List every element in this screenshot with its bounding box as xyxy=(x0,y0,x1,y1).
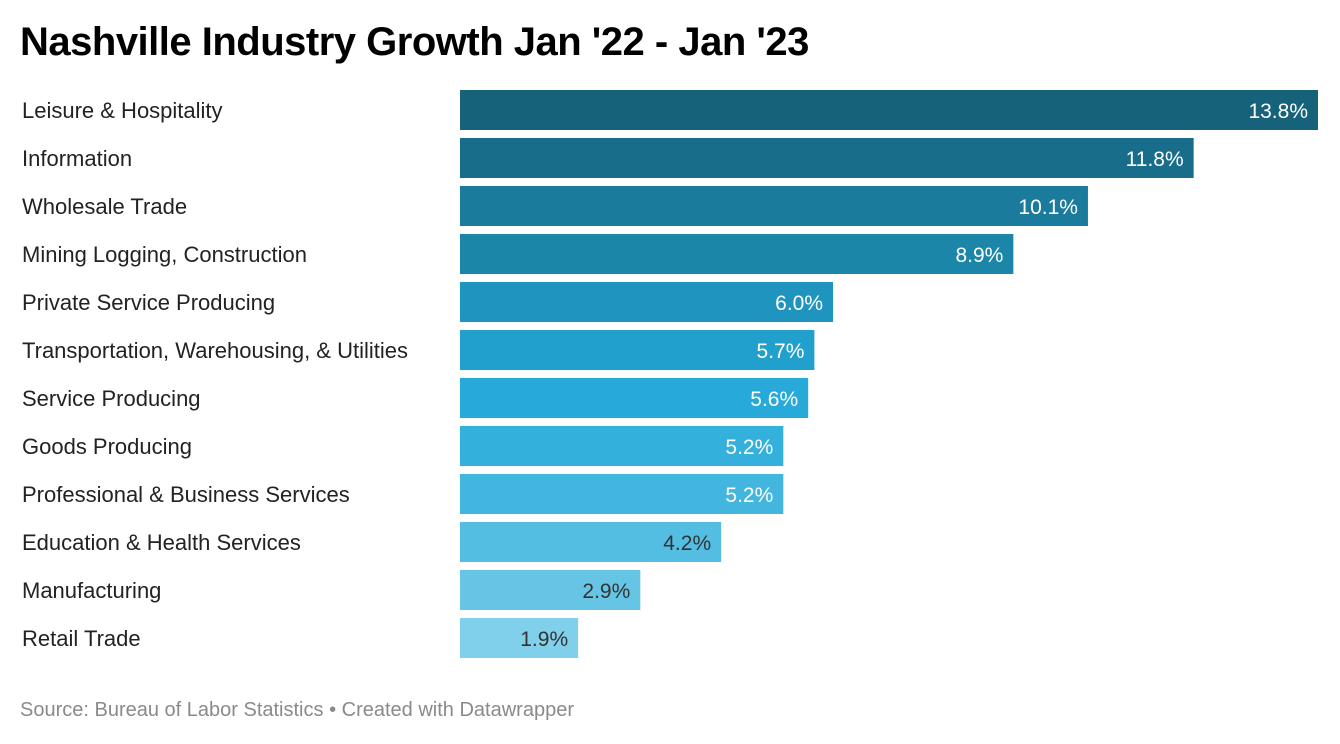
bar-row: Education & Health Services 4.2% xyxy=(22,522,722,562)
chart-footer: Source: Bureau of Labor Statistics • Cre… xyxy=(20,699,574,722)
credit-text: Created with Datawrapper xyxy=(341,699,574,721)
value-label: 2.9% xyxy=(582,580,630,603)
chart-title: Nashville Industry Growth Jan '22 - Jan … xyxy=(20,20,809,64)
value-label: 5.2% xyxy=(725,436,773,459)
category-label: Manufacturing xyxy=(22,578,161,603)
bar xyxy=(460,570,641,610)
category-label: Mining Logging, Construction xyxy=(22,242,307,267)
footer-separator: • xyxy=(329,699,337,721)
bar-row: Wholesale Trade 10.1% xyxy=(22,186,1088,226)
value-label: 11.8% xyxy=(1126,148,1184,171)
bar xyxy=(460,474,784,514)
bar-row: Information 11.8% xyxy=(22,138,1194,178)
bar xyxy=(460,186,1088,226)
bar-row: Mining Logging, Construction 8.9% xyxy=(22,234,1014,274)
bar xyxy=(460,522,722,562)
value-label: 5.2% xyxy=(725,484,773,507)
bar-row: Retail Trade 1.9% xyxy=(22,618,579,658)
value-label: 4.2% xyxy=(663,532,711,555)
value-label: 10.1% xyxy=(1018,196,1078,219)
category-label: Transportation, Warehousing, & Utilities xyxy=(22,338,408,363)
bar-row: Goods Producing 5.2% xyxy=(22,426,784,466)
category-label: Private Service Producing xyxy=(22,290,275,315)
value-label: 5.7% xyxy=(757,340,805,363)
bar-row: Manufacturing 2.9% xyxy=(22,570,641,610)
bar xyxy=(460,282,834,322)
bar-row: Service Producing 5.6% xyxy=(22,378,809,418)
bar xyxy=(460,618,579,658)
value-label: 13.8% xyxy=(1248,100,1308,123)
bar-row: Transportation, Warehousing, & Utilities… xyxy=(22,330,815,370)
bar xyxy=(460,426,784,466)
category-label: Goods Producing xyxy=(22,434,192,459)
category-label: Wholesale Trade xyxy=(22,194,187,219)
source-text: Source: Bureau of Labor Statistics xyxy=(20,699,324,721)
bar xyxy=(460,378,809,418)
category-label: Information xyxy=(22,146,132,171)
category-label: Professional & Business Services xyxy=(22,482,350,507)
value-label: 5.6% xyxy=(750,388,798,411)
bar xyxy=(460,234,1014,274)
bar xyxy=(460,330,815,370)
category-label: Leisure & Hospitality xyxy=(22,98,223,123)
bar-row: Private Service Producing 6.0% xyxy=(22,282,834,322)
bar-row: Leisure & Hospitality 13.8% xyxy=(22,90,1318,130)
bar xyxy=(460,138,1194,178)
category-label: Service Producing xyxy=(22,386,201,411)
category-label: Retail Trade xyxy=(22,626,141,651)
bar-row: Professional & Business Services 5.2% xyxy=(22,474,784,514)
value-label: 1.9% xyxy=(520,628,568,651)
bar xyxy=(460,90,1318,130)
value-label: 6.0% xyxy=(775,292,823,315)
category-label: Education & Health Services xyxy=(22,530,301,555)
value-label: 8.9% xyxy=(955,244,1003,267)
